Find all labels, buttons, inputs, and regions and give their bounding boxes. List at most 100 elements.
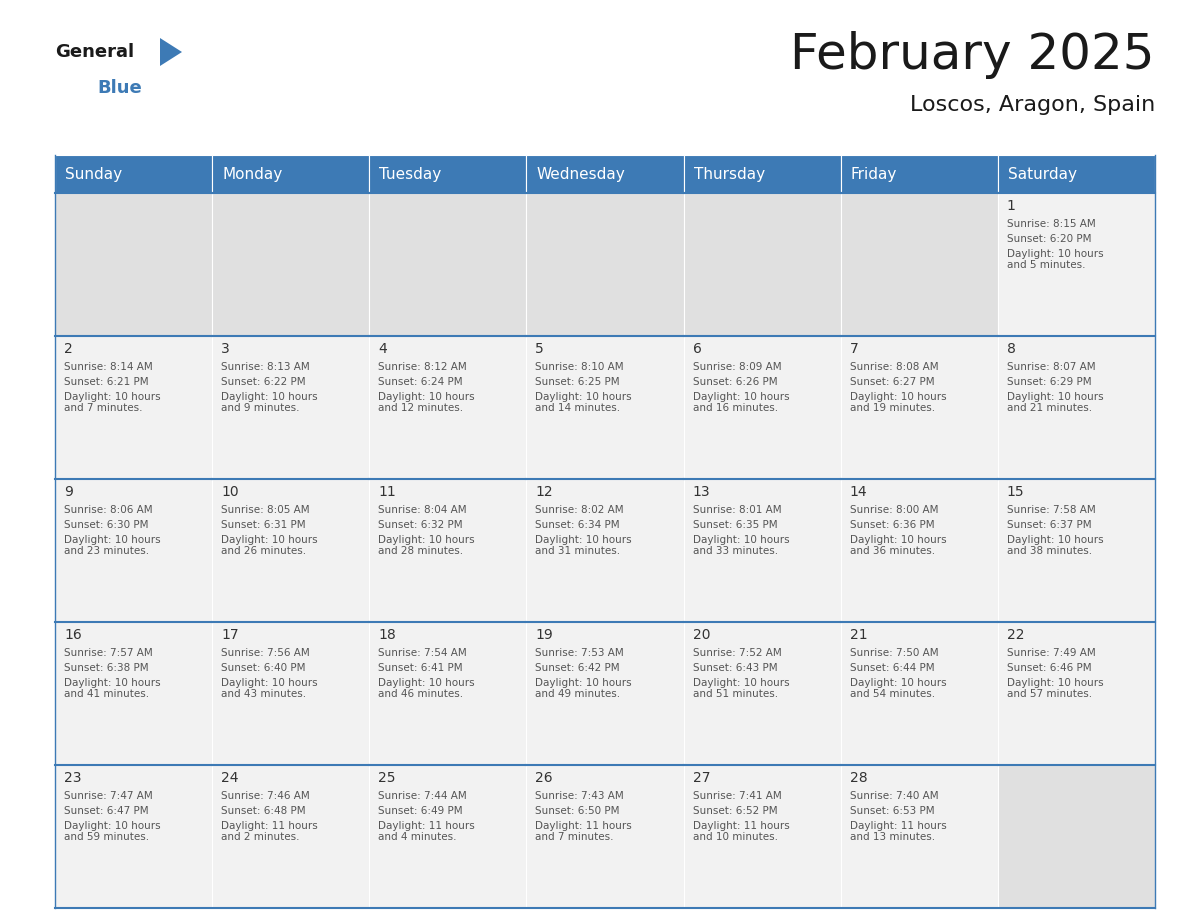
Text: Sunset: 6:35 PM: Sunset: 6:35 PM [693, 520, 777, 530]
Text: Sunset: 6:27 PM: Sunset: 6:27 PM [849, 376, 934, 386]
Text: Daylight: 10 hours
and 23 minutes.: Daylight: 10 hours and 23 minutes. [64, 534, 160, 556]
Bar [841, 155, 998, 193]
Text: 18: 18 [378, 628, 396, 642]
Bar [55, 155, 213, 193]
Text: 17: 17 [221, 628, 239, 642]
Text: Daylight: 10 hours
and 14 minutes.: Daylight: 10 hours and 14 minutes. [536, 392, 632, 413]
Text: Sunrise: 7:46 AM: Sunrise: 7:46 AM [221, 791, 310, 801]
Text: Sunrise: 8:07 AM: Sunrise: 8:07 AM [1007, 362, 1095, 372]
Bar [998, 155, 1155, 193]
Bar [841, 479, 998, 622]
Bar [683, 765, 841, 908]
Text: 23: 23 [64, 771, 82, 785]
Polygon shape [160, 38, 182, 66]
Text: Sunrise: 7:41 AM: Sunrise: 7:41 AM [693, 791, 782, 801]
Text: Sunday: Sunday [65, 166, 122, 182]
Text: Sunset: 6:31 PM: Sunset: 6:31 PM [221, 520, 305, 530]
Text: Sunset: 6:40 PM: Sunset: 6:40 PM [221, 663, 305, 673]
Bar [683, 479, 841, 622]
Text: 3: 3 [221, 342, 230, 356]
Text: Sunset: 6:37 PM: Sunset: 6:37 PM [1007, 520, 1092, 530]
Bar [213, 155, 369, 193]
Text: Sunset: 6:49 PM: Sunset: 6:49 PM [378, 806, 463, 816]
Text: Daylight: 10 hours
and 26 minutes.: Daylight: 10 hours and 26 minutes. [221, 534, 317, 556]
Text: 22: 22 [1007, 628, 1024, 642]
Text: Sunrise: 7:52 AM: Sunrise: 7:52 AM [693, 648, 782, 658]
Text: Daylight: 10 hours
and 36 minutes.: Daylight: 10 hours and 36 minutes. [849, 534, 947, 556]
Bar [213, 193, 369, 336]
Text: Daylight: 10 hours
and 9 minutes.: Daylight: 10 hours and 9 minutes. [221, 392, 317, 413]
Text: Sunrise: 8:04 AM: Sunrise: 8:04 AM [378, 505, 467, 515]
Text: Sunset: 6:43 PM: Sunset: 6:43 PM [693, 663, 777, 673]
Bar [526, 336, 683, 479]
Text: Sunset: 6:52 PM: Sunset: 6:52 PM [693, 806, 777, 816]
Text: Friday: Friday [851, 166, 897, 182]
Bar [526, 765, 683, 908]
Text: 16: 16 [64, 628, 82, 642]
Text: 5: 5 [536, 342, 544, 356]
Text: Daylight: 11 hours
and 10 minutes.: Daylight: 11 hours and 10 minutes. [693, 821, 789, 842]
Text: Sunrise: 8:02 AM: Sunrise: 8:02 AM [536, 505, 624, 515]
Text: Sunrise: 7:47 AM: Sunrise: 7:47 AM [64, 791, 153, 801]
Bar [998, 622, 1155, 765]
Text: Sunrise: 8:00 AM: Sunrise: 8:00 AM [849, 505, 939, 515]
Bar [213, 765, 369, 908]
Text: 6: 6 [693, 342, 701, 356]
Text: Daylight: 10 hours
and 28 minutes.: Daylight: 10 hours and 28 minutes. [378, 534, 475, 556]
Text: 26: 26 [536, 771, 554, 785]
Text: Tuesday: Tuesday [379, 166, 442, 182]
Text: Sunrise: 8:06 AM: Sunrise: 8:06 AM [64, 505, 152, 515]
Text: Sunset: 6:34 PM: Sunset: 6:34 PM [536, 520, 620, 530]
Text: Sunrise: 7:49 AM: Sunrise: 7:49 AM [1007, 648, 1095, 658]
Text: 21: 21 [849, 628, 867, 642]
Text: Sunset: 6:24 PM: Sunset: 6:24 PM [378, 376, 463, 386]
Text: Sunrise: 7:44 AM: Sunrise: 7:44 AM [378, 791, 467, 801]
Bar [841, 622, 998, 765]
Text: 20: 20 [693, 628, 710, 642]
Bar [841, 193, 998, 336]
Bar [369, 155, 526, 193]
Text: Sunrise: 7:50 AM: Sunrise: 7:50 AM [849, 648, 939, 658]
Text: Daylight: 10 hours
and 5 minutes.: Daylight: 10 hours and 5 minutes. [1007, 249, 1104, 270]
Text: Sunset: 6:53 PM: Sunset: 6:53 PM [849, 806, 934, 816]
Text: Daylight: 10 hours
and 7 minutes.: Daylight: 10 hours and 7 minutes. [64, 392, 160, 413]
Text: 27: 27 [693, 771, 710, 785]
Text: Sunrise: 8:01 AM: Sunrise: 8:01 AM [693, 505, 782, 515]
Text: 14: 14 [849, 485, 867, 499]
Text: February 2025: February 2025 [790, 31, 1155, 79]
Text: Sunset: 6:48 PM: Sunset: 6:48 PM [221, 806, 305, 816]
Bar [55, 193, 213, 336]
Text: 15: 15 [1007, 485, 1024, 499]
Text: 1: 1 [1007, 199, 1016, 213]
Bar [369, 336, 526, 479]
Text: Sunrise: 8:14 AM: Sunrise: 8:14 AM [64, 362, 153, 372]
Text: Daylight: 10 hours
and 19 minutes.: Daylight: 10 hours and 19 minutes. [849, 392, 947, 413]
Bar [683, 622, 841, 765]
Text: Sunset: 6:29 PM: Sunset: 6:29 PM [1007, 376, 1092, 386]
Text: Daylight: 10 hours
and 16 minutes.: Daylight: 10 hours and 16 minutes. [693, 392, 789, 413]
Text: Monday: Monday [222, 166, 283, 182]
Text: 2: 2 [64, 342, 72, 356]
Text: Sunset: 6:44 PM: Sunset: 6:44 PM [849, 663, 934, 673]
Text: Daylight: 10 hours
and 54 minutes.: Daylight: 10 hours and 54 minutes. [849, 677, 947, 700]
Bar [369, 193, 526, 336]
Bar [526, 155, 683, 193]
Bar [841, 336, 998, 479]
Text: 7: 7 [849, 342, 859, 356]
Text: Sunrise: 8:08 AM: Sunrise: 8:08 AM [849, 362, 939, 372]
Bar [55, 622, 213, 765]
Text: Sunset: 6:22 PM: Sunset: 6:22 PM [221, 376, 305, 386]
Text: Sunset: 6:25 PM: Sunset: 6:25 PM [536, 376, 620, 386]
Text: Daylight: 10 hours
and 38 minutes.: Daylight: 10 hours and 38 minutes. [1007, 534, 1104, 556]
Text: Sunset: 6:32 PM: Sunset: 6:32 PM [378, 520, 463, 530]
Text: Wednesday: Wednesday [537, 166, 625, 182]
Text: Daylight: 10 hours
and 33 minutes.: Daylight: 10 hours and 33 minutes. [693, 534, 789, 556]
Bar [213, 479, 369, 622]
Text: Sunset: 6:47 PM: Sunset: 6:47 PM [64, 806, 148, 816]
Text: Sunset: 6:46 PM: Sunset: 6:46 PM [1007, 663, 1092, 673]
Bar [683, 193, 841, 336]
Text: 19: 19 [536, 628, 554, 642]
Text: Daylight: 10 hours
and 46 minutes.: Daylight: 10 hours and 46 minutes. [378, 677, 475, 700]
Text: Sunset: 6:42 PM: Sunset: 6:42 PM [536, 663, 620, 673]
Text: Sunset: 6:20 PM: Sunset: 6:20 PM [1007, 234, 1092, 244]
